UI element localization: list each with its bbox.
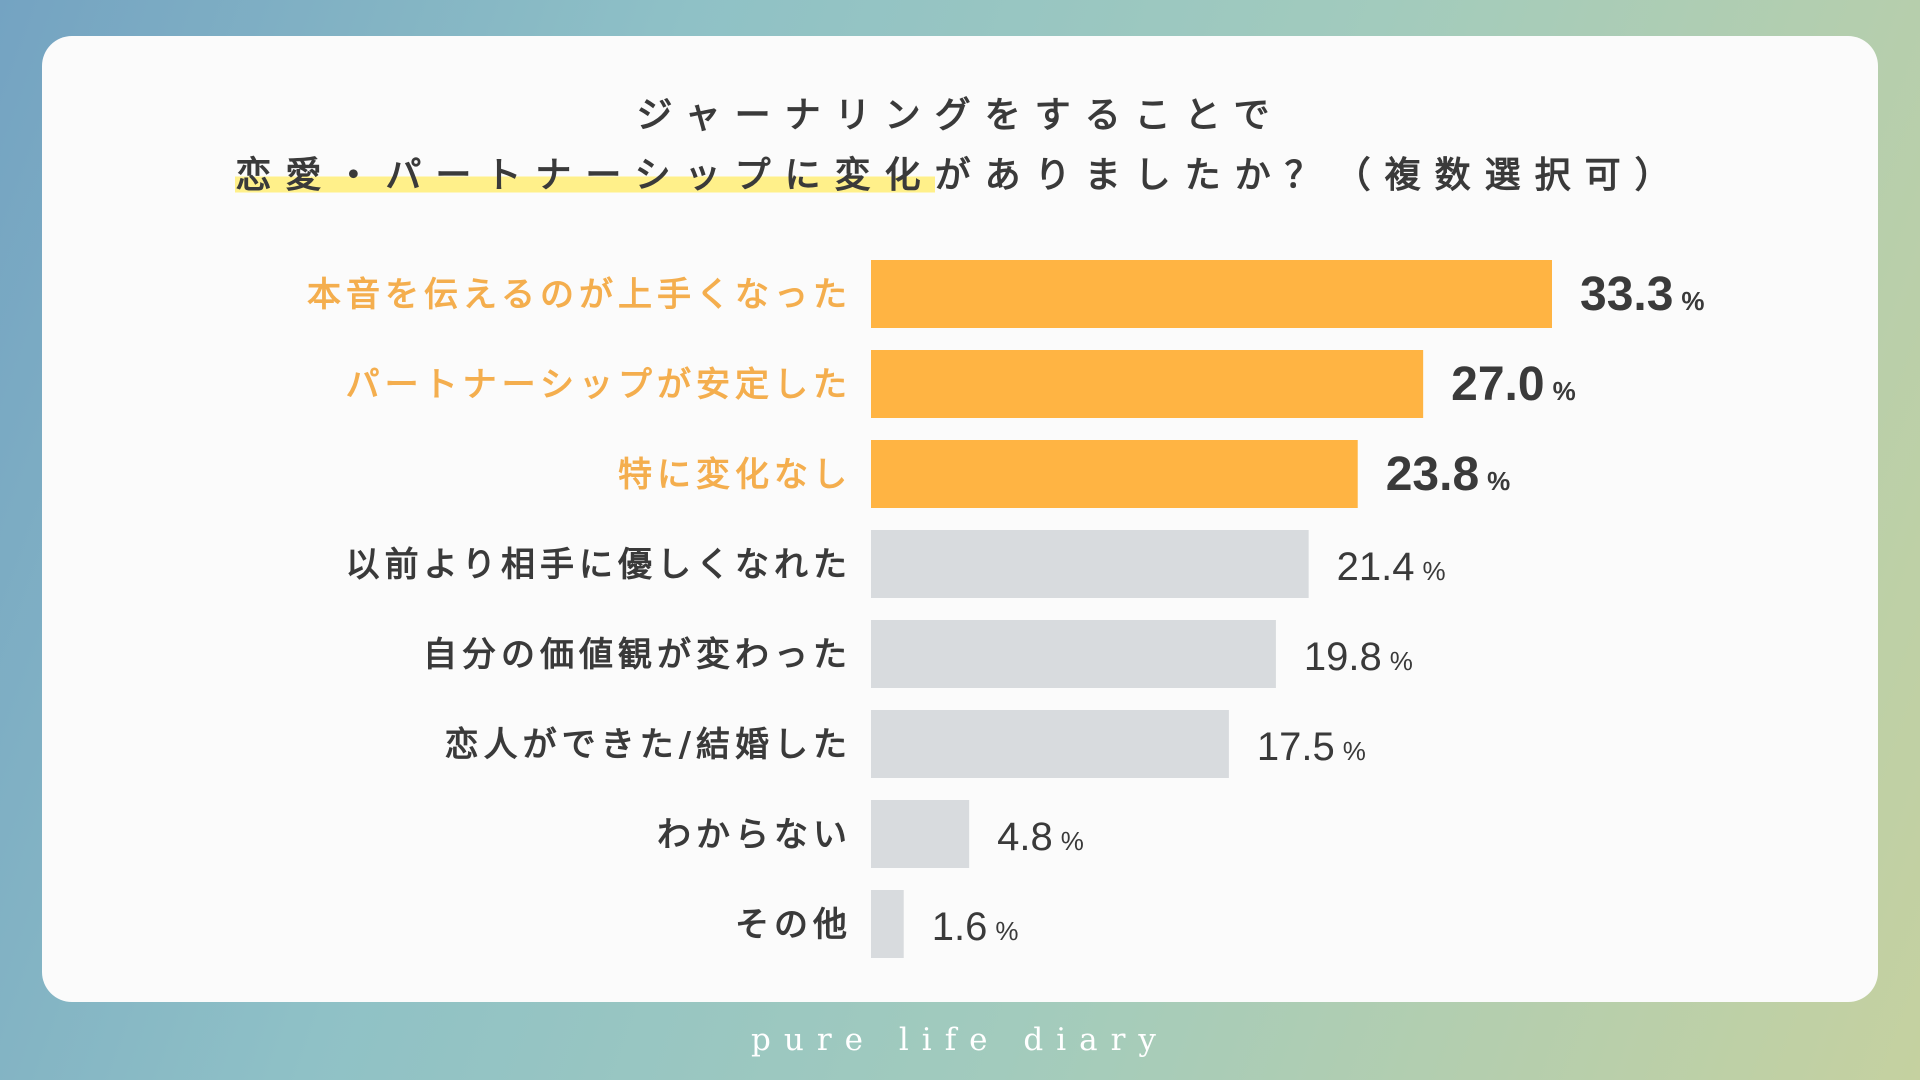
category-label-4: 以前より相手に優しくなれた <box>346 545 852 585</box>
value-number-8: 1.6 <box>932 905 988 949</box>
value-label-7: 4.8% <box>997 815 1084 859</box>
bar-8 <box>871 890 904 958</box>
value-unit-7: % <box>1061 826 1084 856</box>
value-number-5: 19.8 <box>1304 635 1382 679</box>
value-label-8: 1.6% <box>932 905 1019 949</box>
value-number-4: 21.4 <box>1337 545 1415 589</box>
brand-footer: pure life diary <box>751 1022 1169 1058</box>
value-number-6: 17.5 <box>1257 725 1335 769</box>
value-unit-1: % <box>1681 286 1704 316</box>
value-unit-8: % <box>995 916 1018 946</box>
title-line1-text: ジャーナリングをすることで <box>636 95 1284 136</box>
bar-4 <box>871 530 1309 598</box>
value-label-6: 17.5% <box>1257 725 1366 769</box>
value-label-3: 23.8% <box>1386 448 1511 501</box>
title-rest-text: がありましたか？（複数選択可） <box>934 155 1685 196</box>
value-unit-6: % <box>1343 736 1366 766</box>
value-number-1: 33.3 <box>1580 268 1673 321</box>
category-label-1: 本音を伝えるのが上手くなった <box>307 275 852 315</box>
value-unit-5: % <box>1390 646 1413 676</box>
category-label-6: 恋人ができた/結婚した <box>445 725 852 765</box>
bar-5 <box>871 620 1276 688</box>
category-label-3: 特に変化なし <box>618 455 852 495</box>
value-label-4: 21.4% <box>1337 545 1446 589</box>
value-label-5: 19.8% <box>1304 635 1413 679</box>
value-number-2: 27.0 <box>1451 358 1544 411</box>
category-label-5: 自分の価値観が変わった <box>423 635 852 675</box>
category-label-7: わからない <box>657 815 852 855</box>
value-number-7: 4.8 <box>997 815 1053 859</box>
category-label-8: その他 <box>735 905 852 945</box>
value-label-1: 33.3% <box>1580 268 1705 321</box>
chart-title-line1: ジャーナリングをすることで <box>0 86 1920 138</box>
value-unit-3: % <box>1487 466 1510 496</box>
bar-7 <box>871 800 970 868</box>
bar-2 <box>871 350 1424 418</box>
value-unit-4: % <box>1422 556 1445 586</box>
title-highlight-text: 恋愛・パートナーシップに変化 <box>235 155 935 196</box>
value-unit-2: % <box>1553 376 1576 406</box>
bar-6 <box>871 710 1229 778</box>
value-number-3: 23.8 <box>1386 448 1479 501</box>
value-label-2: 27.0% <box>1451 358 1576 411</box>
category-label-2: パートナーシップが安定した <box>346 365 852 405</box>
bar-3 <box>871 440 1358 508</box>
bar-1 <box>871 260 1552 328</box>
chart-title-line2: 恋愛・パートナーシップに変化がありましたか？（複数選択可） <box>0 146 1920 198</box>
